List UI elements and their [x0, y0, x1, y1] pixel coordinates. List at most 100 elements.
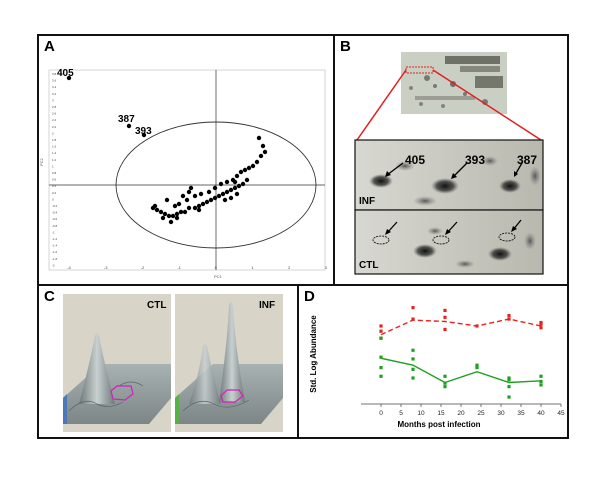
data-point-ctl [379, 374, 383, 378]
data-point-ctl [411, 367, 415, 371]
pca-y-tick-label: 0 [52, 197, 54, 201]
panel-a: A 3.8 3.6 3.4 3.2 3 2.8 2.6 2.4 2.2 2 1.8 1.6 1.4 1.2… [37, 34, 335, 286]
data-point-ctl [411, 357, 415, 361]
data-point-ctl [443, 374, 447, 378]
data-point-ctl [379, 366, 383, 370]
pca-point [240, 181, 246, 187]
surface-inf-label: INF [259, 300, 275, 311]
pca-x-tick-label: 0 [215, 265, 218, 270]
pca-point [220, 191, 226, 197]
pca-point [176, 201, 182, 207]
pca-y-axis-label: PC2 [39, 157, 44, 166]
data-point-ctl [507, 378, 511, 382]
pca-point [246, 165, 252, 171]
pca-x-tick-label: 1 [251, 265, 254, 270]
x-tick-label: 45 [557, 410, 565, 417]
x-tick-label: 0 [379, 410, 383, 417]
pca-point [200, 201, 206, 207]
pca-y-tick-label: 1.2 [52, 158, 57, 162]
pca-point [164, 197, 170, 203]
pca-point [230, 177, 236, 183]
pca-y-tick-label: 3.4 [52, 85, 57, 89]
pca-x-tick-label: 3 [325, 265, 328, 270]
pca-x-tick-label: -1 [177, 265, 181, 270]
data-point-ctl [379, 336, 383, 340]
data-point-ctl [507, 395, 511, 399]
pca-y-tick-label: 2 [52, 131, 54, 135]
pca-x-tick-label: -4 [67, 265, 71, 270]
pca-y-tick-label: 0.4 [52, 184, 57, 188]
gel-spot-387-label: 387 [517, 153, 537, 167]
pca-point [158, 209, 164, 215]
pca-point [238, 169, 244, 175]
panel-d: D 0 5 10 15 20 25 30 35 40 45 Months post infecti… [297, 284, 569, 439]
data-point-ctl [539, 379, 543, 384]
surface-plots: CTL INF [63, 294, 283, 432]
pca-point [254, 159, 260, 165]
pca-point [250, 163, 256, 169]
pca-point [186, 205, 192, 211]
pca-y-tick-label: 3.8 [52, 72, 57, 76]
pca-point [236, 183, 242, 189]
pca-plot: 3.8 3.6 3.4 3.2 3 2.8 2.6 2.4 2.2 2 1.8 1.6 1.4 1.2 1 0… [39, 68, 328, 279]
pca-x-tick-label: -2 [141, 265, 145, 270]
panel-c-label: C [44, 288, 55, 305]
pca-point [182, 209, 188, 215]
panel-b-label: B [340, 38, 351, 55]
pca-point [256, 135, 262, 141]
pca-label-405: 405 [57, 68, 74, 79]
pca-point [224, 189, 230, 195]
pca-point [224, 179, 230, 185]
pca-point [234, 173, 240, 179]
data-point-ctl [379, 355, 383, 359]
panel-a-label: A [44, 38, 55, 55]
pca-point [228, 195, 234, 201]
x-tick-label: 5 [399, 410, 403, 417]
pca-point [258, 153, 264, 159]
pca-point [216, 193, 222, 199]
pca-point [198, 191, 204, 197]
pca-x-axis-label: PC1 [214, 274, 223, 279]
surface-ctl-label: CTL [147, 300, 166, 311]
pca-point [228, 187, 234, 193]
data-point-ctl [411, 348, 415, 352]
pca-point [212, 195, 218, 201]
pca-y-tick-label: -1.2 [52, 237, 58, 241]
x-tick-label: 35 [517, 410, 525, 417]
pca-point [192, 205, 198, 211]
data-point-inf [507, 314, 511, 318]
pca-y-tick-label: 1.4 [52, 151, 57, 155]
pca-label-393: 393 [135, 126, 152, 137]
pca-y-tick-label: -1 [52, 230, 55, 234]
pca-y-tick-label: 0.2 [52, 191, 57, 195]
abundance-chart: 0 5 10 15 20 25 30 35 40 45 Months post infection… [309, 306, 565, 429]
x-tick-label: 10 [417, 410, 425, 417]
pca-y-tick-label: -0.8 [52, 224, 58, 228]
pca-y-tick-label: 0.8 [52, 171, 57, 175]
data-point-inf [379, 329, 383, 333]
pca-point [208, 197, 214, 203]
pca-point [232, 185, 238, 191]
y-axis-label: Std. Log Abundance [309, 315, 318, 393]
pca-x-tick-label: 2 [288, 265, 291, 270]
pca-point [244, 177, 250, 183]
gel-spot-393-label: 393 [465, 153, 485, 167]
pca-y-tick-label: -0.6 [52, 217, 58, 221]
pca-point [262, 149, 268, 155]
pca-point [168, 219, 174, 225]
pca-point [178, 209, 184, 215]
data-point-inf [379, 324, 383, 328]
pca-y-tick-label: 2.4 [52, 118, 57, 122]
pca-point [180, 193, 186, 199]
data-point-inf [443, 308, 447, 312]
pca-point [126, 123, 132, 129]
pca-point [174, 211, 180, 217]
pca-point [222, 197, 228, 203]
data-point-ctl [475, 363, 479, 367]
pca-point [162, 211, 168, 217]
pca-point [192, 193, 198, 199]
pca-point [206, 189, 212, 195]
pca-point [212, 185, 218, 191]
data-point-inf [411, 306, 415, 310]
data-point-inf [443, 315, 447, 319]
